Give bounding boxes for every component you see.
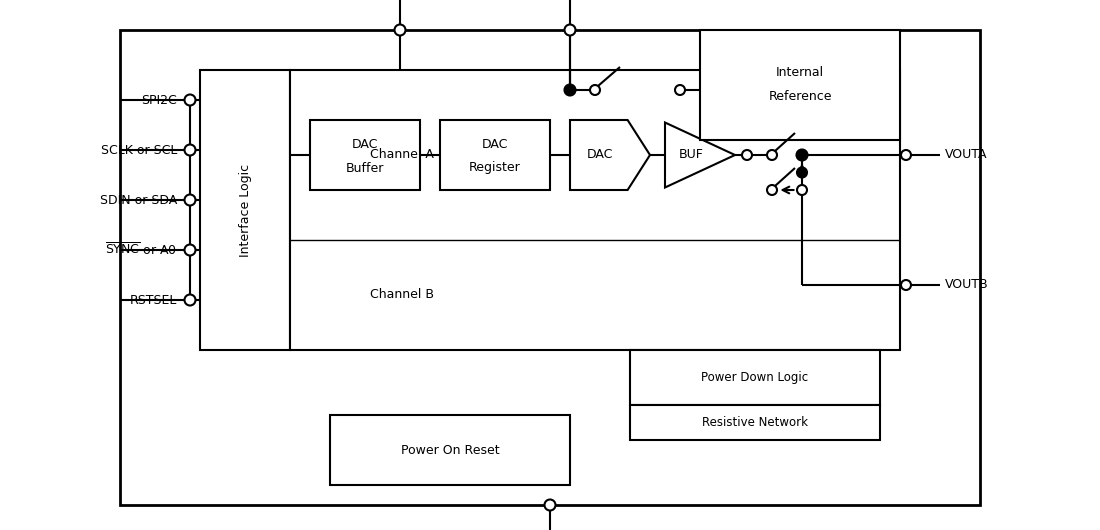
Polygon shape	[666, 122, 735, 188]
Bar	[330, 415, 570, 485]
Text: Channel A: Channel A	[370, 148, 433, 162]
Text: Reference: Reference	[768, 91, 832, 103]
Bar	[310, 120, 420, 190]
Circle shape	[901, 280, 911, 290]
Circle shape	[590, 85, 600, 95]
Bar	[700, 30, 900, 140]
Circle shape	[185, 244, 196, 255]
Text: Channel B: Channel B	[370, 288, 434, 302]
Text: SPI2C: SPI2C	[141, 93, 177, 107]
Circle shape	[564, 84, 575, 95]
Text: Interface Logic: Interface Logic	[239, 163, 252, 257]
Text: VOUTB: VOUTB	[945, 278, 989, 292]
Circle shape	[185, 295, 196, 305]
Text: Resistive Network: Resistive Network	[702, 416, 808, 429]
Text: Power Down Logic: Power Down Logic	[702, 371, 808, 384]
Circle shape	[767, 185, 777, 195]
Text: $\overline{\mathsf{SYNC}}$ or A0: $\overline{\mathsf{SYNC}}$ or A0	[104, 242, 177, 258]
Bar	[200, 70, 290, 350]
Text: BUF: BUF	[679, 148, 704, 162]
Text: Power On Reset: Power On Reset	[400, 444, 499, 456]
Circle shape	[798, 167, 807, 178]
Text: Register: Register	[469, 162, 521, 174]
Circle shape	[185, 195, 196, 206]
Circle shape	[395, 24, 406, 36]
Circle shape	[544, 499, 556, 510]
Bar	[120, 30, 980, 505]
Circle shape	[564, 24, 575, 36]
Text: RSTSEL: RSTSEL	[130, 294, 177, 306]
Bar	[440, 120, 550, 190]
Circle shape	[767, 150, 777, 160]
Circle shape	[742, 150, 752, 160]
Bar	[630, 350, 880, 405]
Circle shape	[185, 145, 196, 155]
Text: Buffer: Buffer	[345, 162, 384, 174]
Text: Internal: Internal	[776, 66, 824, 80]
Text: VOUTA: VOUTA	[945, 148, 988, 162]
Circle shape	[901, 150, 911, 160]
Bar	[630, 405, 880, 440]
Circle shape	[798, 185, 807, 195]
Text: SDIN or SDA: SDIN or SDA	[100, 193, 177, 207]
Text: SCLK or SCL: SCLK or SCL	[100, 144, 177, 156]
Circle shape	[675, 85, 685, 95]
Text: DAC: DAC	[587, 148, 614, 162]
Polygon shape	[570, 120, 650, 190]
Text: DAC: DAC	[482, 138, 508, 152]
Circle shape	[185, 94, 196, 105]
Text: DAC: DAC	[352, 138, 378, 152]
Bar	[290, 70, 900, 350]
Circle shape	[796, 149, 807, 161]
